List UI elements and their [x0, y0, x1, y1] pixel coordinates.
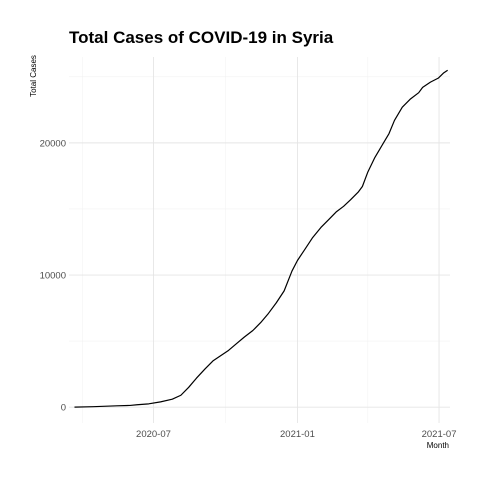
x-tick-label: 2021-07 — [422, 429, 457, 440]
y-tick-label: 0 — [61, 403, 66, 414]
chart-title: Total Cases of COVID-19 in Syria — [69, 28, 334, 47]
x-axis-label: Month — [427, 441, 449, 450]
y-axis-label: Total Cases — [29, 55, 38, 97]
y-tick-label: 10000 — [40, 271, 66, 282]
series-line — [74, 69, 448, 408]
series — [74, 69, 448, 408]
x-tick-label: 2020-07 — [136, 429, 171, 440]
grid — [69, 57, 450, 423]
x-tick-label: 2021-01 — [280, 429, 315, 440]
y-tick-label: 20000 — [40, 138, 66, 149]
tick-labels: 2020-07 2021-01 2021-07 0 10000 20000 — [40, 138, 457, 440]
